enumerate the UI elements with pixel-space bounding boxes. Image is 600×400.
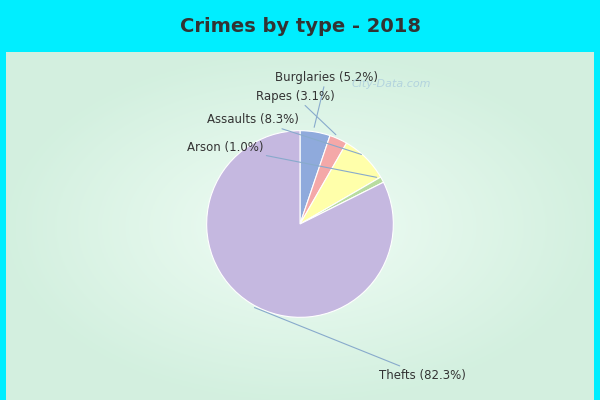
Wedge shape: [300, 177, 383, 224]
Wedge shape: [300, 131, 330, 224]
Text: Rapes (3.1%): Rapes (3.1%): [256, 90, 336, 135]
Wedge shape: [300, 143, 380, 224]
Wedge shape: [206, 131, 394, 317]
Text: Burglaries (5.2%): Burglaries (5.2%): [275, 71, 377, 127]
Text: Thefts (82.3%): Thefts (82.3%): [254, 308, 466, 382]
Wedge shape: [300, 136, 347, 224]
Text: Arson (1.0%): Arson (1.0%): [187, 141, 377, 177]
Text: City-Data.com: City-Data.com: [351, 79, 431, 89]
Text: Crimes by type - 2018: Crimes by type - 2018: [179, 16, 421, 36]
Text: Assaults (8.3%): Assaults (8.3%): [208, 113, 361, 154]
